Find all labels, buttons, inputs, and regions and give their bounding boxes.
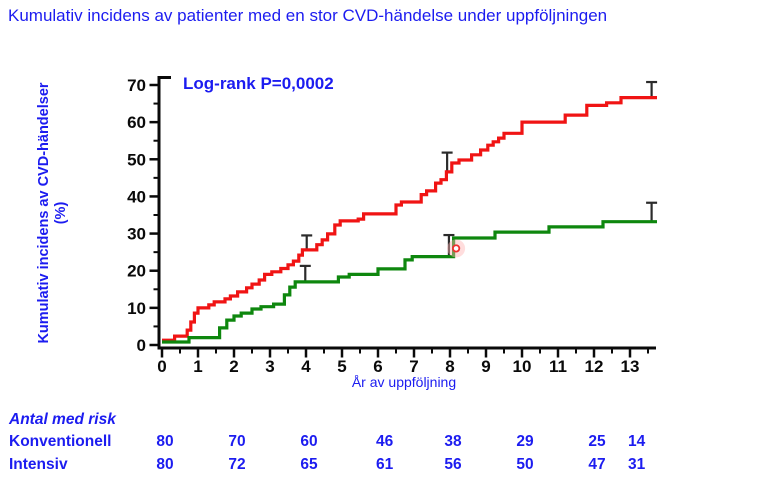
y-tick-label: 10 [127,299,146,318]
risk-count-intensiv-col1: 72 [228,456,246,473]
risk-count-konventionell-col1: 70 [228,433,246,450]
y-tick-label: 30 [127,225,146,244]
x-tick-label: 2 [229,357,238,376]
risk-count-konventionell-col4: 38 [444,433,462,450]
y-tick-label: 20 [127,262,146,281]
risk-count-intensiv-col0: 80 [156,456,174,473]
x-tick-label: 5 [337,357,346,376]
x-tick-label: 4 [301,357,311,376]
x-tick-label: 11 [549,357,567,376]
x-tick-label: 7 [409,357,418,376]
risk-count-konventionell-col5: 29 [516,433,534,450]
y-axis-label-line2: (%) [53,201,69,225]
x-tick-label: 12 [585,357,604,376]
slide-title: Kumulativ incidens av patienter med en s… [8,6,608,25]
risk-count-intensiv-col7: 31 [627,456,646,473]
risk-table-heading: Antal med risk [9,411,116,428]
risk-row-label-konventionell: Konventionell [9,433,112,450]
x-tick-label: 0 [157,357,166,376]
risk-count-intensiv-col3: 61 [375,456,394,473]
x-tick-label: 13 [621,357,640,376]
pointer-dot [452,244,461,253]
risk-count-konventionell-col0: 80 [156,433,174,450]
logrank-annotation: Log-rank P=0,0002 [183,74,334,93]
risk-count-konventionell-col2: 60 [300,433,318,450]
x-tick-label: 10 [513,357,532,376]
risk-count-intensiv-col6: 47 [588,456,606,473]
risk-count-intensiv-col5: 50 [516,456,534,473]
risk-count-intensiv-col4: 56 [444,456,462,473]
y-tick-label: 70 [127,76,146,95]
y-tick-label: 50 [127,150,146,169]
y-tick-label: 60 [127,113,146,132]
x-tick-label: 3 [265,357,274,376]
y-axis-label: Kumulativ incidens av CVD-händelser (%) [36,57,78,369]
y-axis-label-line1: Kumulativ incidens av CVD-händelser [36,82,52,344]
x-tick-label: 1 [193,357,202,376]
risk-count-intensiv-col2: 65 [300,456,318,473]
x-tick-label: 9 [481,357,490,376]
x-axis-label: År av uppföljning [351,374,457,390]
risk-row-label-intensiv: Intensiv [9,456,68,473]
y-tick-label: 0 [137,336,146,355]
risk-count-konventionell-col3: 46 [375,433,394,450]
x-tick-label: 6 [373,357,382,376]
risk-count-konventionell-col6: 25 [588,433,606,450]
series-line-konventionell [162,96,657,342]
series-line-intensiv [162,220,657,344]
risk-count-konventionell-col7: 14 [627,433,646,450]
y-tick-label: 40 [127,187,146,206]
x-tick-label: 8 [445,357,454,376]
